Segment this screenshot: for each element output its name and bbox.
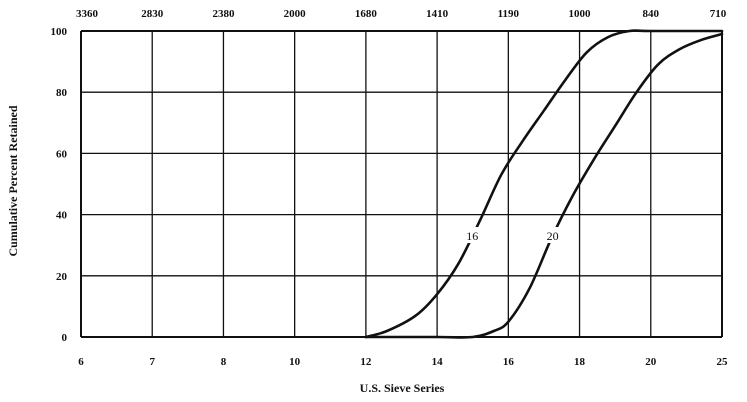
top-tick-label: 2380	[212, 8, 235, 20]
x-tick-label: 18	[574, 356, 586, 368]
curves	[364, 29, 724, 339]
series-line-20	[364, 32, 724, 339]
y-tick-label: 60	[56, 148, 68, 160]
x-tick-label: 20	[645, 356, 657, 368]
series-label-bg	[463, 227, 482, 244]
x-tick-label: 8	[221, 356, 227, 368]
y-tick-label: 0	[62, 332, 68, 344]
top-tick-label: 2830	[141, 8, 164, 20]
series-labels: 16 20	[463, 227, 562, 244]
x-tick-label: 25	[717, 356, 729, 368]
y-tick-label: 80	[56, 87, 68, 99]
x-tick-label: 16	[503, 356, 515, 368]
top-tick-label: 1000	[569, 8, 592, 20]
x-axis-title: U.S. Sieve Series	[360, 381, 445, 395]
top-tick-label: 3360	[76, 8, 99, 20]
top-tick-label: 1190	[498, 8, 520, 20]
top-tick-label: 710	[710, 8, 727, 20]
top-tick-label: 840	[643, 8, 660, 20]
series-line-16	[364, 29, 724, 339]
top-tick-label: 1680	[355, 8, 378, 20]
top-tick-label: 2000	[284, 8, 307, 20]
y-axis-title: Cumulative Percent Retained	[6, 105, 20, 256]
x-tick-label: 7	[149, 356, 155, 368]
x-tick-label: 14	[432, 356, 444, 368]
x-tick-label: 6	[78, 356, 84, 368]
series-label-20: 20	[547, 229, 559, 243]
grid	[80, 30, 723, 338]
top-tick-label: 1410	[426, 8, 449, 20]
y-tick-label: 40	[56, 210, 68, 222]
x-tick-label: 12	[360, 356, 372, 368]
series-label-16: 16	[466, 229, 478, 243]
y-tick-label: 100	[51, 26, 68, 38]
x-tick-label: 10	[289, 356, 301, 368]
series-label-bg	[543, 227, 562, 244]
y-tick-label: 20	[56, 271, 68, 283]
